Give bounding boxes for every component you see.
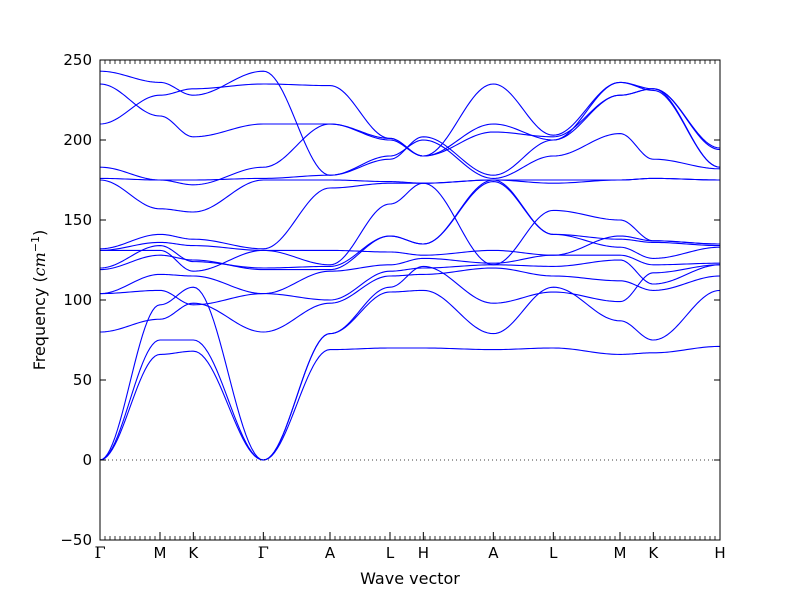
y-tick-label: 0 <box>82 451 92 469</box>
band-line-16 <box>99 83 721 168</box>
y-tick-label: 250 <box>63 51 92 69</box>
x-tick-label-A: A <box>325 544 336 562</box>
band-line-10 <box>99 182 721 266</box>
x-tick-label-L: L <box>549 544 558 562</box>
band-line-11 <box>99 177 721 250</box>
y-axis-label: Frequency (cm−1) <box>29 230 49 371</box>
band-line-13 <box>99 133 721 181</box>
y-tick-label: −50 <box>60 531 92 549</box>
band-line-12 <box>99 177 721 213</box>
x-tick-label-A: A <box>488 544 499 562</box>
x-tick-label-M: M <box>154 544 167 562</box>
y-tick-label: 50 <box>73 371 92 389</box>
band-line-8 <box>99 181 721 269</box>
y-tick-label: 200 <box>63 131 92 149</box>
band-line-5 <box>99 259 721 306</box>
plot-frame <box>99 59 721 541</box>
band-line-2 <box>99 286 721 461</box>
x-tick-label-Γ: Γ <box>258 543 269 562</box>
y-tick-label: 100 <box>63 291 92 309</box>
band-line-9 <box>100 235 721 272</box>
axis-ticks <box>99 59 721 541</box>
band-line-1 <box>99 345 721 461</box>
x-tick-label-H: H <box>714 544 725 562</box>
x-axis-label: Wave vector <box>360 569 460 588</box>
x-tick-label-Γ: Γ <box>94 543 105 562</box>
band-line-6 <box>99 254 721 295</box>
series-lines <box>99 70 721 461</box>
x-tick-label-K: K <box>188 544 199 562</box>
x-tick-label-M: M <box>614 544 627 562</box>
y-tick-label: 150 <box>63 211 92 229</box>
x-tick-label-K: K <box>648 544 659 562</box>
band-line-3 <box>99 264 721 461</box>
x-tick-label-H: H <box>418 544 429 562</box>
y-tick-labels: −50 0 50 100 150 200 250 <box>60 51 92 549</box>
x-tick-label-L: L <box>386 544 395 562</box>
band-line-17 <box>99 70 721 176</box>
